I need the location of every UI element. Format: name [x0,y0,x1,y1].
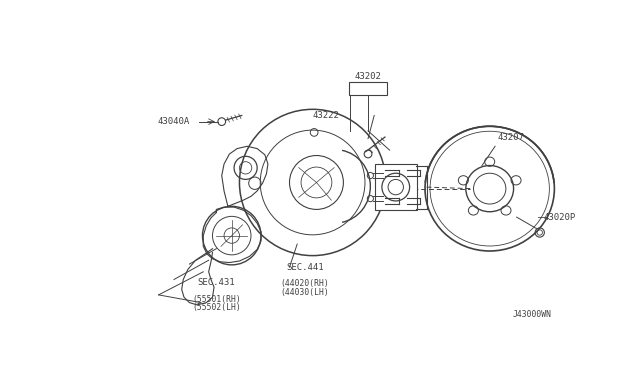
Text: SEC.431: SEC.431 [198,278,235,287]
Text: 43207: 43207 [497,134,524,142]
FancyBboxPatch shape [375,164,417,210]
Text: 43202: 43202 [355,72,381,81]
Text: (44030(LH): (44030(LH) [280,288,329,297]
FancyBboxPatch shape [349,81,387,96]
Text: 43222: 43222 [313,111,340,120]
Text: 43020P: 43020P [543,213,576,222]
Text: SEC.441: SEC.441 [286,263,324,272]
Text: 43040A: 43040A [157,117,189,126]
Text: (44020(RH): (44020(RH) [280,279,329,289]
Text: (55501(RH): (55501(RH) [192,295,241,304]
Text: (55502(LH): (55502(LH) [192,303,241,312]
Text: J43000WN: J43000WN [513,310,552,319]
